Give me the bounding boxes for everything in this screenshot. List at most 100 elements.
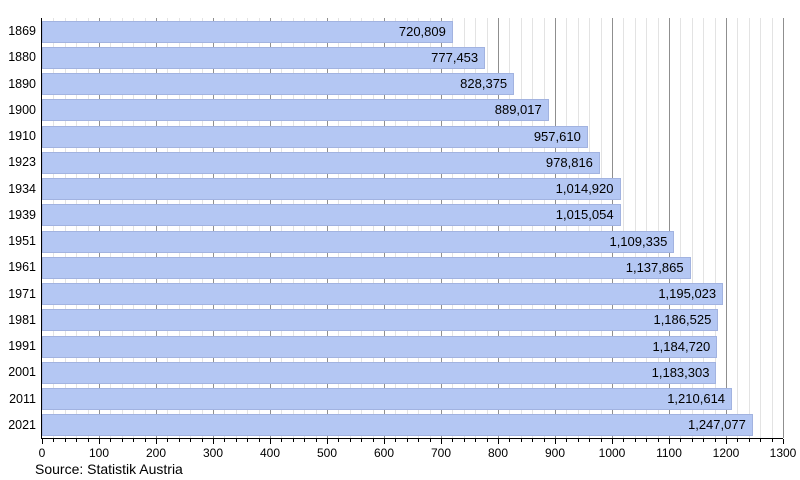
gridline-minor xyxy=(577,18,579,438)
bar: 777,453 xyxy=(42,46,486,69)
x-tick-label: 0 xyxy=(38,446,46,460)
x-tick xyxy=(121,439,123,442)
x-tick-label: 400 xyxy=(259,446,281,460)
bar-row: 1991 1,184,720 xyxy=(8,333,783,359)
gridline-major xyxy=(156,18,157,438)
x-tick xyxy=(554,439,556,444)
category-label: 1934 xyxy=(8,181,36,196)
x-tick xyxy=(783,439,784,444)
x-tick xyxy=(156,439,157,444)
x-tick xyxy=(429,439,431,442)
x-tick-label: 1000 xyxy=(598,446,626,460)
gridline-minor xyxy=(53,18,55,438)
x-tick xyxy=(315,439,317,442)
bar: 1,184,720 xyxy=(42,335,718,358)
x-tick xyxy=(372,439,374,442)
bar: 720,809 xyxy=(42,20,453,43)
x-tick xyxy=(201,439,203,442)
gridline-major xyxy=(99,18,100,438)
x-tick xyxy=(748,439,750,442)
x-tick-label: 100 xyxy=(88,446,110,460)
gridline-major xyxy=(441,18,442,438)
gridline-major xyxy=(669,18,670,438)
x-tick xyxy=(338,439,340,442)
x-tick xyxy=(680,439,682,442)
bar: 1,247,077 xyxy=(42,414,753,437)
x-tick-label: 600 xyxy=(373,446,395,460)
gridline-minor xyxy=(543,18,545,438)
category-label: 1869 xyxy=(8,24,36,38)
x-tick xyxy=(292,439,294,442)
x-tick xyxy=(475,439,477,442)
category-label: 1880 xyxy=(8,50,36,65)
bar-row: 1900 889,017 xyxy=(8,97,783,123)
gridline-minor xyxy=(64,18,66,438)
gridline-minor xyxy=(406,18,408,438)
x-tick xyxy=(646,439,648,442)
bar: 1,183,303 xyxy=(42,361,717,384)
gridline-minor xyxy=(566,18,568,438)
x-tick xyxy=(669,439,670,444)
x-tick xyxy=(509,439,511,442)
x-tick xyxy=(612,439,613,444)
bar-row: 1981 1,186,525 xyxy=(8,307,783,333)
gridline-minor xyxy=(258,18,260,438)
gridline-minor xyxy=(110,18,112,438)
gridline-minor xyxy=(646,18,648,438)
x-tick xyxy=(714,439,716,442)
x-tick-label: 700 xyxy=(430,446,452,460)
category-label: 2011 xyxy=(9,391,36,406)
x-tick-label: 1300 xyxy=(769,446,797,460)
bar-row: 1890 828,375 xyxy=(8,71,783,97)
gridline-minor xyxy=(748,18,750,438)
x-tick xyxy=(498,439,499,444)
x-tick xyxy=(566,439,568,442)
x-tick xyxy=(532,439,534,442)
gridline-minor xyxy=(418,18,420,438)
x-tick xyxy=(76,439,78,442)
bar: 889,017 xyxy=(42,99,549,122)
x-tick xyxy=(258,439,260,442)
source-label: Source: Statistik Austria xyxy=(35,461,183,477)
gridline-minor xyxy=(395,18,397,438)
x-tick xyxy=(53,439,55,442)
x-tick xyxy=(463,439,465,442)
gridline-minor xyxy=(463,18,465,438)
bar: 1,210,614 xyxy=(42,388,733,410)
gridline-minor xyxy=(190,18,192,438)
category-label: 1991 xyxy=(8,339,36,353)
bar-row: 1923 978,816 xyxy=(8,149,783,175)
gridline-minor xyxy=(304,18,306,438)
bar: 957,610 xyxy=(42,125,588,148)
x-tick xyxy=(144,439,146,442)
gridline-minor xyxy=(167,18,169,438)
x-tick xyxy=(304,439,306,442)
gridline-minor xyxy=(247,18,249,438)
x-tick xyxy=(600,439,602,442)
bar-row: 2021 1,247,077 xyxy=(8,412,783,438)
gridline-minor xyxy=(737,18,739,438)
x-tick xyxy=(760,439,762,442)
x-tick xyxy=(190,439,192,442)
x-tick xyxy=(395,439,397,442)
category-label: 1939 xyxy=(8,207,36,222)
x-tick xyxy=(543,439,545,442)
gridline-minor xyxy=(771,18,773,438)
gridline-major xyxy=(612,18,613,438)
bar-row: 1910 957,610 xyxy=(8,123,783,149)
category-label: 1910 xyxy=(8,129,36,143)
x-tick-label: 300 xyxy=(202,446,224,460)
gridline-minor xyxy=(520,18,522,438)
x-tick-label: 500 xyxy=(316,446,338,460)
gridline-minor xyxy=(589,18,591,438)
category-label: 1890 xyxy=(8,76,36,91)
gridline-major xyxy=(327,18,328,438)
x-tick xyxy=(99,439,100,444)
gridline-minor xyxy=(691,18,693,438)
bar-row: 1971 1,195,023 xyxy=(8,281,783,307)
gridline-major xyxy=(726,18,727,438)
category-label: 1951 xyxy=(8,234,36,248)
bar-row: 1869 720,809 xyxy=(8,18,783,44)
x-tick xyxy=(361,439,363,442)
